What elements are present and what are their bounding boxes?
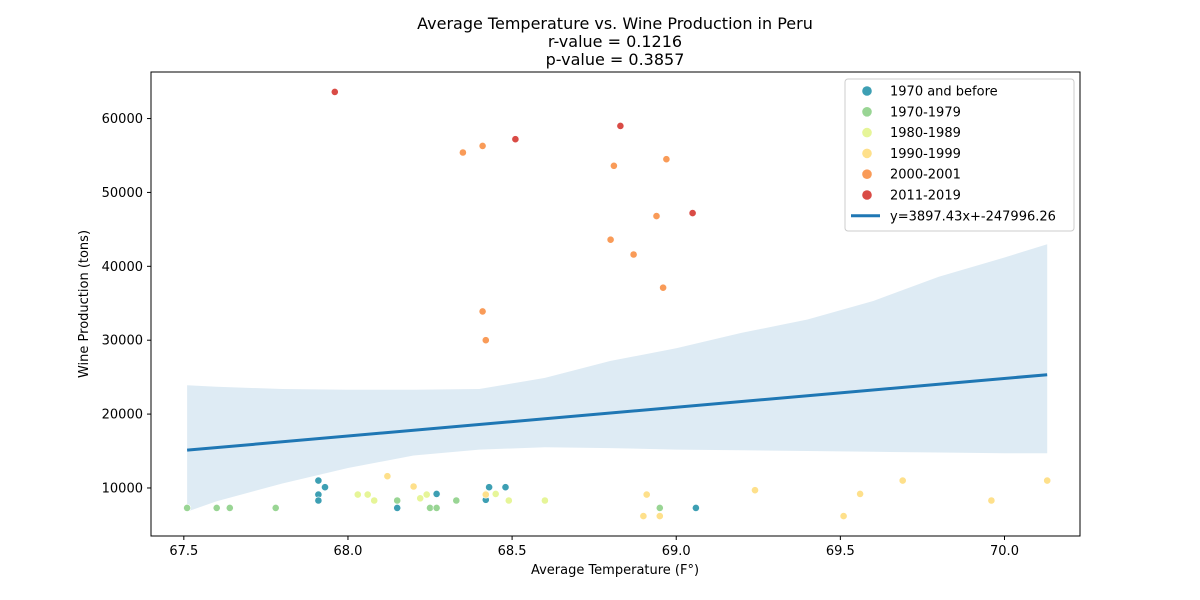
legend-marker-5 xyxy=(862,190,872,200)
x-tick-label-5: 70.0 xyxy=(990,544,1019,559)
x-tick-label-3: 69.0 xyxy=(662,544,691,559)
data-point-2-0 xyxy=(353,490,362,499)
legend: 1970 and before 1970-1979 1980-1989 1990-19… xyxy=(844,78,1075,232)
data-point-2-2 xyxy=(370,496,379,505)
data-point-2-6 xyxy=(491,489,500,498)
data-point-3-11 xyxy=(1043,476,1052,485)
data-point-2-4 xyxy=(422,490,431,499)
x-tick-label-1: 68.0 xyxy=(333,544,362,559)
plot-area xyxy=(183,88,1052,520)
data-point-3-8 xyxy=(856,489,864,498)
data-point-4-3 xyxy=(481,336,490,345)
data-point-0-9 xyxy=(692,503,700,512)
data-point-3-10 xyxy=(987,496,996,505)
legend-entry-5: 2011-2019 xyxy=(890,189,961,204)
data-point-4-9 xyxy=(662,155,671,164)
legend-entry-2: 1980-1989 xyxy=(890,126,961,141)
data-point-1-2 xyxy=(225,503,234,512)
x-tick-label-2: 68.5 xyxy=(498,544,527,559)
data-point-0-6 xyxy=(485,483,493,492)
data-point-4-2 xyxy=(478,307,487,316)
legend-entry-1: 1970-1979 xyxy=(890,105,961,120)
data-point-3-6 xyxy=(751,486,759,495)
data-point-3-7 xyxy=(839,512,848,520)
data-point-4-6 xyxy=(629,250,638,259)
data-point-1-3 xyxy=(271,503,280,512)
data-point-4-7 xyxy=(652,212,661,220)
y-axis: 10000 20000 30000 40000 50000 60000 xyxy=(102,112,151,496)
x-axis-label: Average Temperature (F°) xyxy=(531,563,699,578)
regression-line xyxy=(186,373,1048,452)
data-point-0-7 xyxy=(501,483,510,492)
data-point-1-5 xyxy=(426,503,434,512)
chart-title-line-3: p-value = 0.3857 xyxy=(546,50,685,69)
y-axis-label: Wine Production (tons) xyxy=(77,230,92,378)
data-point-0-5 xyxy=(432,489,441,498)
data-point-4-1 xyxy=(478,141,487,150)
data-point-3-3 xyxy=(639,512,648,520)
data-point-3-1 xyxy=(409,482,418,491)
legend-marker-1 xyxy=(862,107,872,117)
data-point-1-8 xyxy=(655,503,664,512)
data-point-3-0 xyxy=(383,472,392,481)
data-point-1-6 xyxy=(432,503,441,512)
data-point-0-3 xyxy=(314,496,323,505)
data-point-1-1 xyxy=(212,503,221,512)
chart-title: Average Temperature vs. Wine Production … xyxy=(417,14,813,69)
data-point-2-1 xyxy=(363,490,372,499)
y-tick-label-0: 10000 xyxy=(102,481,143,496)
plot-frame xyxy=(150,71,1081,537)
chart-title-line-2: r-value = 0.1216 xyxy=(548,32,682,51)
legend-entry-4: 2000-2001 xyxy=(890,168,961,183)
y-tick-label-2: 30000 xyxy=(102,334,143,349)
data-point-4-4 xyxy=(606,235,615,244)
legend-marker-3 xyxy=(862,148,872,159)
data-point-0-4 xyxy=(393,503,402,512)
legend-entry-regression: y=3897.43x+-247996.26 xyxy=(890,209,1056,224)
data-point-2-3 xyxy=(416,494,425,503)
data-point-4-0 xyxy=(458,148,467,157)
legend-entry-3: 1990-1999 xyxy=(890,147,961,162)
data-point-3-4 xyxy=(642,490,651,499)
data-point-4-5 xyxy=(610,161,618,170)
x-axis: 67.5 68.0 68.5 69.0 69.5 70.0 xyxy=(169,536,1019,559)
y-tick-label-5: 60000 xyxy=(102,112,143,127)
data-point-3-2 xyxy=(481,490,490,499)
data-point-5-3 xyxy=(688,209,697,217)
legend-box xyxy=(844,78,1075,232)
data-point-2-7 xyxy=(504,496,513,505)
data-point-3-9 xyxy=(898,476,907,485)
x-tick-label-0: 67.5 xyxy=(169,544,198,559)
legend-marker-4 xyxy=(862,169,872,179)
data-point-1-7 xyxy=(452,496,461,505)
legend-entry-0: 1970 and before xyxy=(890,85,998,100)
y-tick-label-3: 40000 xyxy=(102,260,143,275)
data-point-5-1 xyxy=(511,135,520,144)
data-point-1-4 xyxy=(393,496,402,505)
legend-marker-2 xyxy=(862,127,872,138)
data-point-1-0 xyxy=(183,503,191,512)
data-point-0-0 xyxy=(314,476,323,485)
chart-title-line-1: Average Temperature vs. Wine Production … xyxy=(417,14,813,33)
y-tick-label-1: 20000 xyxy=(102,408,143,423)
data-point-3-5 xyxy=(655,512,664,520)
data-point-4-8 xyxy=(659,283,667,292)
confidence-band xyxy=(187,244,1048,512)
data-point-5-2 xyxy=(616,122,625,130)
data-point-5-0 xyxy=(330,88,339,96)
data-point-2-8 xyxy=(541,496,549,505)
legend-marker-0 xyxy=(862,86,872,96)
y-tick-label-4: 50000 xyxy=(102,186,143,201)
data-point-0-1 xyxy=(321,483,329,492)
x-tick-label-4: 69.5 xyxy=(826,544,855,559)
